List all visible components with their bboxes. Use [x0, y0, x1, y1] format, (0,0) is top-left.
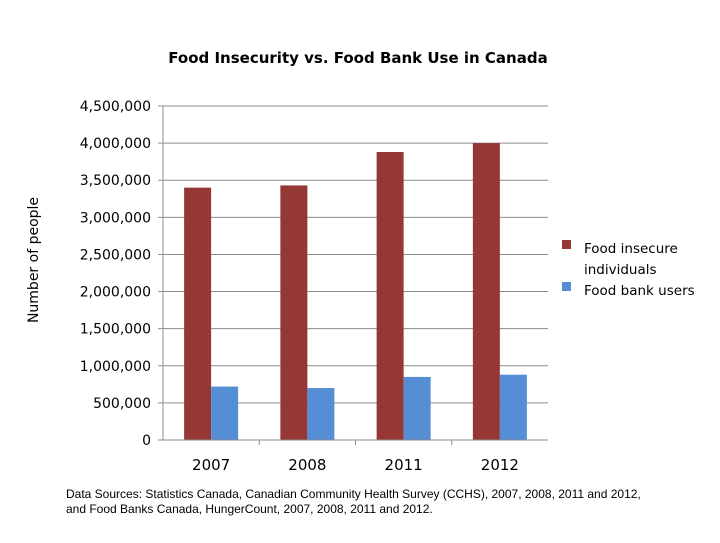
y-tick-label: 2,000,000: [80, 285, 151, 301]
bar-food-insecure-2012: [472, 143, 500, 440]
chart-title: Food Insecurity vs. Food Bank Use in Can…: [168, 49, 547, 67]
y-tick-label: 500,000: [93, 396, 151, 412]
y-tick-labels: 0 500,000 1,000,000 1,500,000 2,000,000 2,500…: [80, 99, 151, 449]
source-note: Data Sources: Statistics Canada, Canadia…: [66, 487, 706, 517]
y-tick-label: 4,500,000: [80, 99, 151, 115]
legend-label: Food insecure: [584, 241, 678, 257]
bar-food-bank-users-2012: [499, 374, 527, 440]
x-tick-label: 2007: [192, 456, 230, 474]
bars: [184, 143, 527, 441]
y-tick-label: 4,000,000: [80, 136, 151, 152]
bar-food-insecure-2008: [280, 185, 308, 440]
bar-food-insecure-2007: [184, 187, 212, 440]
source-note-line-2: and Food Banks Canada, HungerCount, 2007…: [66, 502, 433, 516]
bar-food-bank-users-2011: [403, 376, 431, 440]
bar-food-bank-users-2008: [307, 388, 335, 440]
y-tick-label: 1,500,000: [80, 322, 151, 338]
y-tick-label: 1,000,000: [80, 359, 151, 375]
y-tick-label: 0: [142, 433, 151, 449]
chart: Food Insecurity vs. Food Bank Use in Can…: [26, 49, 695, 474]
source-note-line-1: Data Sources: Statistics Canada, Canadia…: [66, 487, 641, 501]
y-tick-label: 3,500,000: [80, 173, 151, 189]
legend-label: individuals: [584, 262, 657, 278]
legend-label: Food bank users: [584, 283, 695, 299]
x-tick-labels: 2007 2008 2011 2012: [192, 440, 519, 474]
x-tick-label: 2012: [481, 456, 519, 474]
legend-swatch-food-insecure: [562, 240, 571, 249]
x-tick-label: 2011: [385, 456, 423, 474]
legend: Food insecure individuals Food bank users: [562, 240, 695, 299]
y-tick-label: 2,500,000: [80, 247, 151, 263]
bar-food-insecure-2011: [376, 152, 404, 441]
bar-food-bank-users-2007: [211, 386, 239, 440]
legend-swatch-food-bank-users: [562, 282, 571, 291]
x-tick-label: 2008: [288, 456, 326, 474]
y-axis-label: Number of people: [26, 197, 42, 323]
y-tick-label: 3,000,000: [80, 210, 151, 226]
